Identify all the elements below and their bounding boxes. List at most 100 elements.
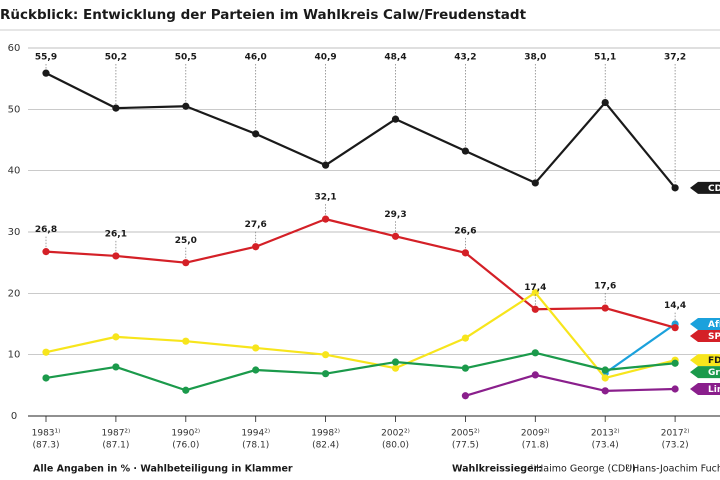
data-point [671, 385, 679, 393]
series-line [45, 291, 676, 380]
data-label: 51,1 [594, 53, 616, 63]
data-point [671, 184, 679, 192]
chart-title: Rückblick: Entwicklung der Parteien im W… [0, 7, 527, 23]
x-tick-sublabel: (71.8) [522, 441, 549, 451]
data-point [531, 371, 539, 379]
data-label: 25,0 [175, 236, 197, 246]
y-tick-label: 20 [8, 288, 21, 299]
data-label: 26,8 [35, 225, 57, 235]
x-tick-label: 2017²⁾ [661, 429, 690, 439]
data-point [252, 344, 260, 352]
data-point [42, 348, 50, 356]
x-tick-label: 2005²⁾ [451, 429, 480, 439]
data-point [601, 387, 609, 395]
data-point [112, 104, 120, 112]
data-label: 48,4 [384, 53, 406, 63]
data-label: 55,9 [35, 53, 57, 63]
data-point [461, 147, 469, 155]
x-tick-sublabel: (77.5) [452, 441, 479, 451]
data-point [671, 324, 679, 332]
data-point [252, 243, 260, 251]
y-tick-label: 60 [8, 43, 21, 54]
x-tick-label: 1987²⁾ [102, 429, 131, 439]
data-point [322, 351, 330, 359]
legend-tag [690, 383, 720, 396]
data-point [42, 248, 50, 256]
data-point [391, 358, 400, 366]
x-tick-label: 2013²⁾ [591, 429, 620, 439]
data-point [322, 370, 330, 378]
x-tick-label: 1983¹⁾ [32, 429, 61, 439]
data-label: 40,9 [314, 53, 336, 63]
x-tick-sublabel: (78.1) [242, 441, 269, 451]
data-point [601, 366, 609, 374]
data-label: 50,2 [105, 53, 127, 63]
x-tick-sublabel: (73.2) [662, 441, 689, 451]
data-point [391, 364, 400, 372]
data-point [112, 252, 120, 260]
legend-label: CDU [708, 184, 720, 194]
data-label: 43,2 [454, 53, 476, 63]
data-point [461, 249, 469, 257]
data-point [391, 232, 400, 240]
data-point [461, 334, 469, 342]
winner: ¹⁾Haimo George (CDU) [530, 464, 636, 475]
legend-tag [690, 330, 720, 342]
y-tick-label: 10 [8, 350, 21, 361]
data-label: 50,5 [175, 53, 197, 63]
legend-tag [690, 318, 720, 330]
winners-label: Wahlkreissieger: [452, 464, 542, 475]
x-tick-label: 2002²⁾ [381, 429, 410, 439]
x-tick-label: 1990²⁾ [171, 429, 200, 439]
data-label: 32,1 [314, 193, 336, 203]
x-tick-sublabel: (73.4) [592, 441, 619, 451]
data-label: 17,6 [594, 282, 616, 292]
legend-tag [690, 354, 720, 367]
x-tick-sublabel: (82.4) [312, 441, 339, 451]
legend-tag [690, 181, 720, 194]
data-point [252, 130, 260, 138]
x-tick-sublabel: (87.1) [102, 441, 129, 451]
data-point [112, 333, 120, 341]
data-point [461, 364, 469, 372]
series-line [45, 218, 676, 329]
x-tick-sublabel: (76.0) [172, 441, 199, 451]
legend-label: FDP [708, 356, 720, 366]
data-point [671, 359, 679, 367]
legend-label: SPD [708, 332, 720, 342]
data-label: 27,6 [245, 220, 267, 230]
legend-tag [690, 366, 720, 379]
data-point [42, 69, 50, 77]
y-tick-label: 30 [8, 227, 21, 238]
x-tick-label: 1998²⁾ [311, 429, 340, 439]
data-point [531, 349, 539, 357]
data-point [391, 115, 400, 123]
legend-label: AfD [708, 320, 720, 330]
data-label: 29,3 [384, 210, 406, 220]
footnote: Alle Angaben in % · Wahlbeteiligung in K… [33, 464, 293, 475]
labels: 55,9 50,2 50,5 46,0 40,9 48,4 43,2 38,0 51,1 37,2… [35, 53, 686, 324]
y-tick-label: 40 [8, 166, 21, 177]
x-tick-label: 2009²⁾ [521, 429, 550, 439]
winner: ²⁾Hans-Joachim Fuchtel (CDU) [626, 464, 720, 475]
data-point [531, 305, 539, 313]
data-label: 26,1 [105, 229, 127, 239]
legend-label: Grüne [708, 368, 720, 378]
data-point [182, 386, 190, 394]
data-point [112, 363, 120, 371]
data-point [601, 98, 609, 107]
data-label: 46,0 [245, 53, 267, 63]
data-point [322, 161, 330, 169]
data-point [252, 366, 260, 374]
series-line [45, 351, 676, 392]
y-tick-label: 0 [11, 411, 17, 422]
legend-label: Linke [708, 385, 720, 395]
lines [42, 69, 679, 400]
x-tick-label: 1994²⁾ [241, 429, 270, 439]
data-point [182, 337, 190, 345]
data-point [322, 215, 330, 223]
data-point [461, 392, 469, 400]
series-line [604, 323, 676, 374]
data-point [42, 374, 50, 382]
